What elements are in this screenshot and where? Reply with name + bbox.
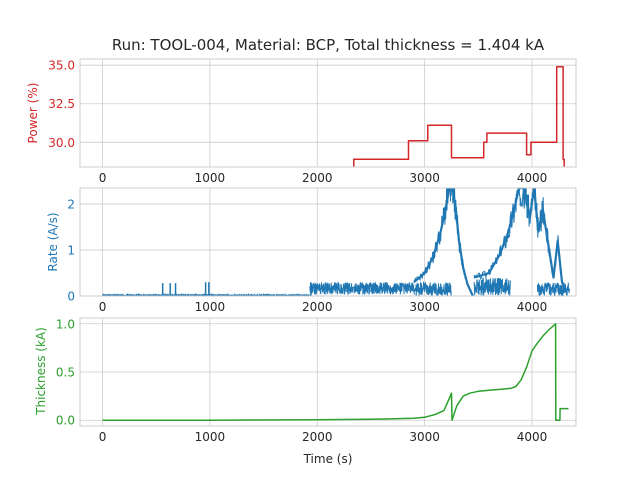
rate-noise-line (309, 281, 415, 296)
power-plot: 0 1000 2000 3000 4000 30.0 32.5 35.0 (48, 58, 577, 185)
power-panel: Power (%) (26, 83, 40, 144)
thickness-xtick-label: 3000 (409, 430, 440, 444)
rate-xtick-label: 1000 (195, 300, 226, 314)
thickness-ylabel: Thickness (kA) (34, 327, 48, 416)
rate-ylabel: Rate (A/s) (46, 212, 60, 271)
rate-xtick-label: 2000 (302, 300, 333, 314)
rate-ytick-label: 0 (67, 290, 75, 304)
thickness-frame (79, 317, 577, 427)
thickness-plot: 0 1000 2000 3000 4000 0.0 0.5 1.0 (56, 317, 577, 444)
rate-ytick-label: 2 (67, 198, 75, 212)
power-ytick-label: 32.5 (48, 97, 75, 111)
power-xtick-label: 1000 (195, 171, 226, 185)
thickness-series-line (102, 323, 569, 421)
rate-xtick-label: 4000 (517, 300, 548, 314)
power-ytick-label: 30.0 (48, 136, 75, 150)
rate-xtick-label: 0 (99, 300, 107, 314)
power-xtick-label: 4000 (517, 171, 548, 185)
thickness-xtick-label: 2000 (302, 430, 333, 444)
rate-series (102, 188, 570, 296)
rate-jitter-line (473, 188, 567, 293)
thickness-xtick-label: 0 (99, 430, 107, 444)
thickness-xtick-label: 1000 (195, 430, 226, 444)
power-xtick-label: 2000 (302, 171, 333, 185)
thickness-ytick-label: 0.5 (56, 366, 75, 380)
rate-ytick-label: 1 (67, 244, 75, 258)
power-xtick-label: 3000 (409, 171, 440, 185)
thickness-ytick-label: 1.0 (56, 317, 75, 331)
thickness-panel: Thickness (kA) (34, 327, 48, 416)
x-axis-label: Time (s) (303, 452, 353, 466)
rate-frame (79, 187, 577, 297)
power-frame (79, 58, 577, 168)
power-ytick-label: 35.0 (48, 59, 75, 73)
power-ylabel: Power (%) (26, 83, 40, 144)
thickness-xtick-label: 4000 (517, 430, 548, 444)
rate-noise-line (413, 281, 452, 296)
thickness-ytick-label: 0.0 (56, 414, 75, 428)
rate-jitter-line (413, 188, 473, 296)
rate-noise-line (473, 277, 511, 296)
rate-xtick-label: 3000 (409, 300, 440, 314)
chart-title: Run: TOOL-004, Material: BCP, Total thic… (112, 36, 545, 54)
power-series (353, 65, 565, 167)
rate-plot: 0 1000 2000 3000 4000 0 1 2 (67, 187, 577, 314)
rate-noise-line (536, 281, 570, 296)
thickness-series (102, 323, 569, 421)
power-series-line (353, 65, 565, 167)
rate-panel: Rate (A/s) (46, 212, 60, 271)
power-xtick-label: 0 (99, 171, 107, 185)
